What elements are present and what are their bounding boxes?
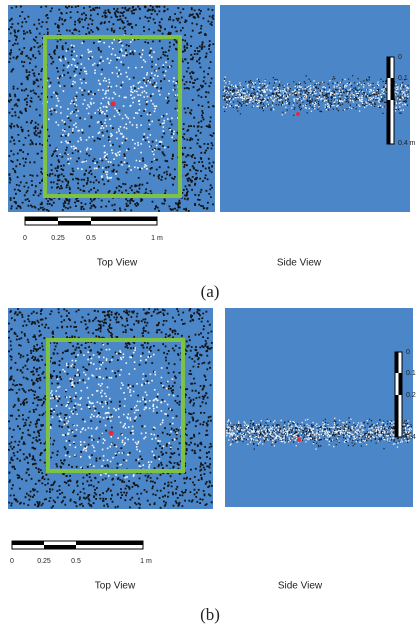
- side-view-image: [225, 308, 413, 507]
- panel-a: 0 0.25 0.5 1 m 0 0.1 0.2 0.4 m Top View …: [8, 5, 416, 301]
- scale-bar: [25, 217, 157, 225]
- scale-bar: [12, 541, 143, 549]
- scale-label: 0.25: [51, 235, 65, 242]
- center-point: [109, 431, 114, 436]
- caption: Side View: [277, 258, 322, 269]
- scale-label: 0: [23, 235, 27, 242]
- scale-label: 1 m: [151, 235, 163, 242]
- scale-label: 0.5: [86, 235, 96, 242]
- center-point: [111, 102, 116, 107]
- scale-label: 0.4: [406, 434, 416, 441]
- scale-label: 0.1: [406, 370, 416, 377]
- caption: Top View: [95, 581, 136, 592]
- caption: Top View: [97, 258, 138, 269]
- scale-label: 0.4 m: [398, 140, 416, 147]
- scale-label: 0.2: [398, 97, 408, 104]
- panel-label: (a): [201, 282, 220, 301]
- center-point: [297, 438, 301, 442]
- caption: Side View: [278, 581, 323, 592]
- scale-label: 1 m: [140, 558, 152, 565]
- scale-label: 0.25: [37, 558, 51, 565]
- scale-label: 0: [10, 558, 14, 565]
- scale-label: 0: [398, 54, 402, 61]
- scale-label: 0.5: [71, 558, 81, 565]
- figure: 0 0.25 0.5 1 m 0 0.1 0.2 0.4 m Top View …: [0, 0, 419, 628]
- scale-label: 0.2: [406, 392, 416, 399]
- center-point: [296, 112, 300, 116]
- vertical-scale-bar: [395, 352, 402, 437]
- scale-label: 0.1: [398, 75, 408, 82]
- panel-b: 0 0.25 0.5 1 m 0 0.1 0.2 0.4 Top View Si…: [8, 308, 416, 624]
- vertical-scale-bar: [387, 57, 394, 144]
- panel-label: (b): [200, 605, 220, 624]
- scale-label: 0: [406, 349, 410, 356]
